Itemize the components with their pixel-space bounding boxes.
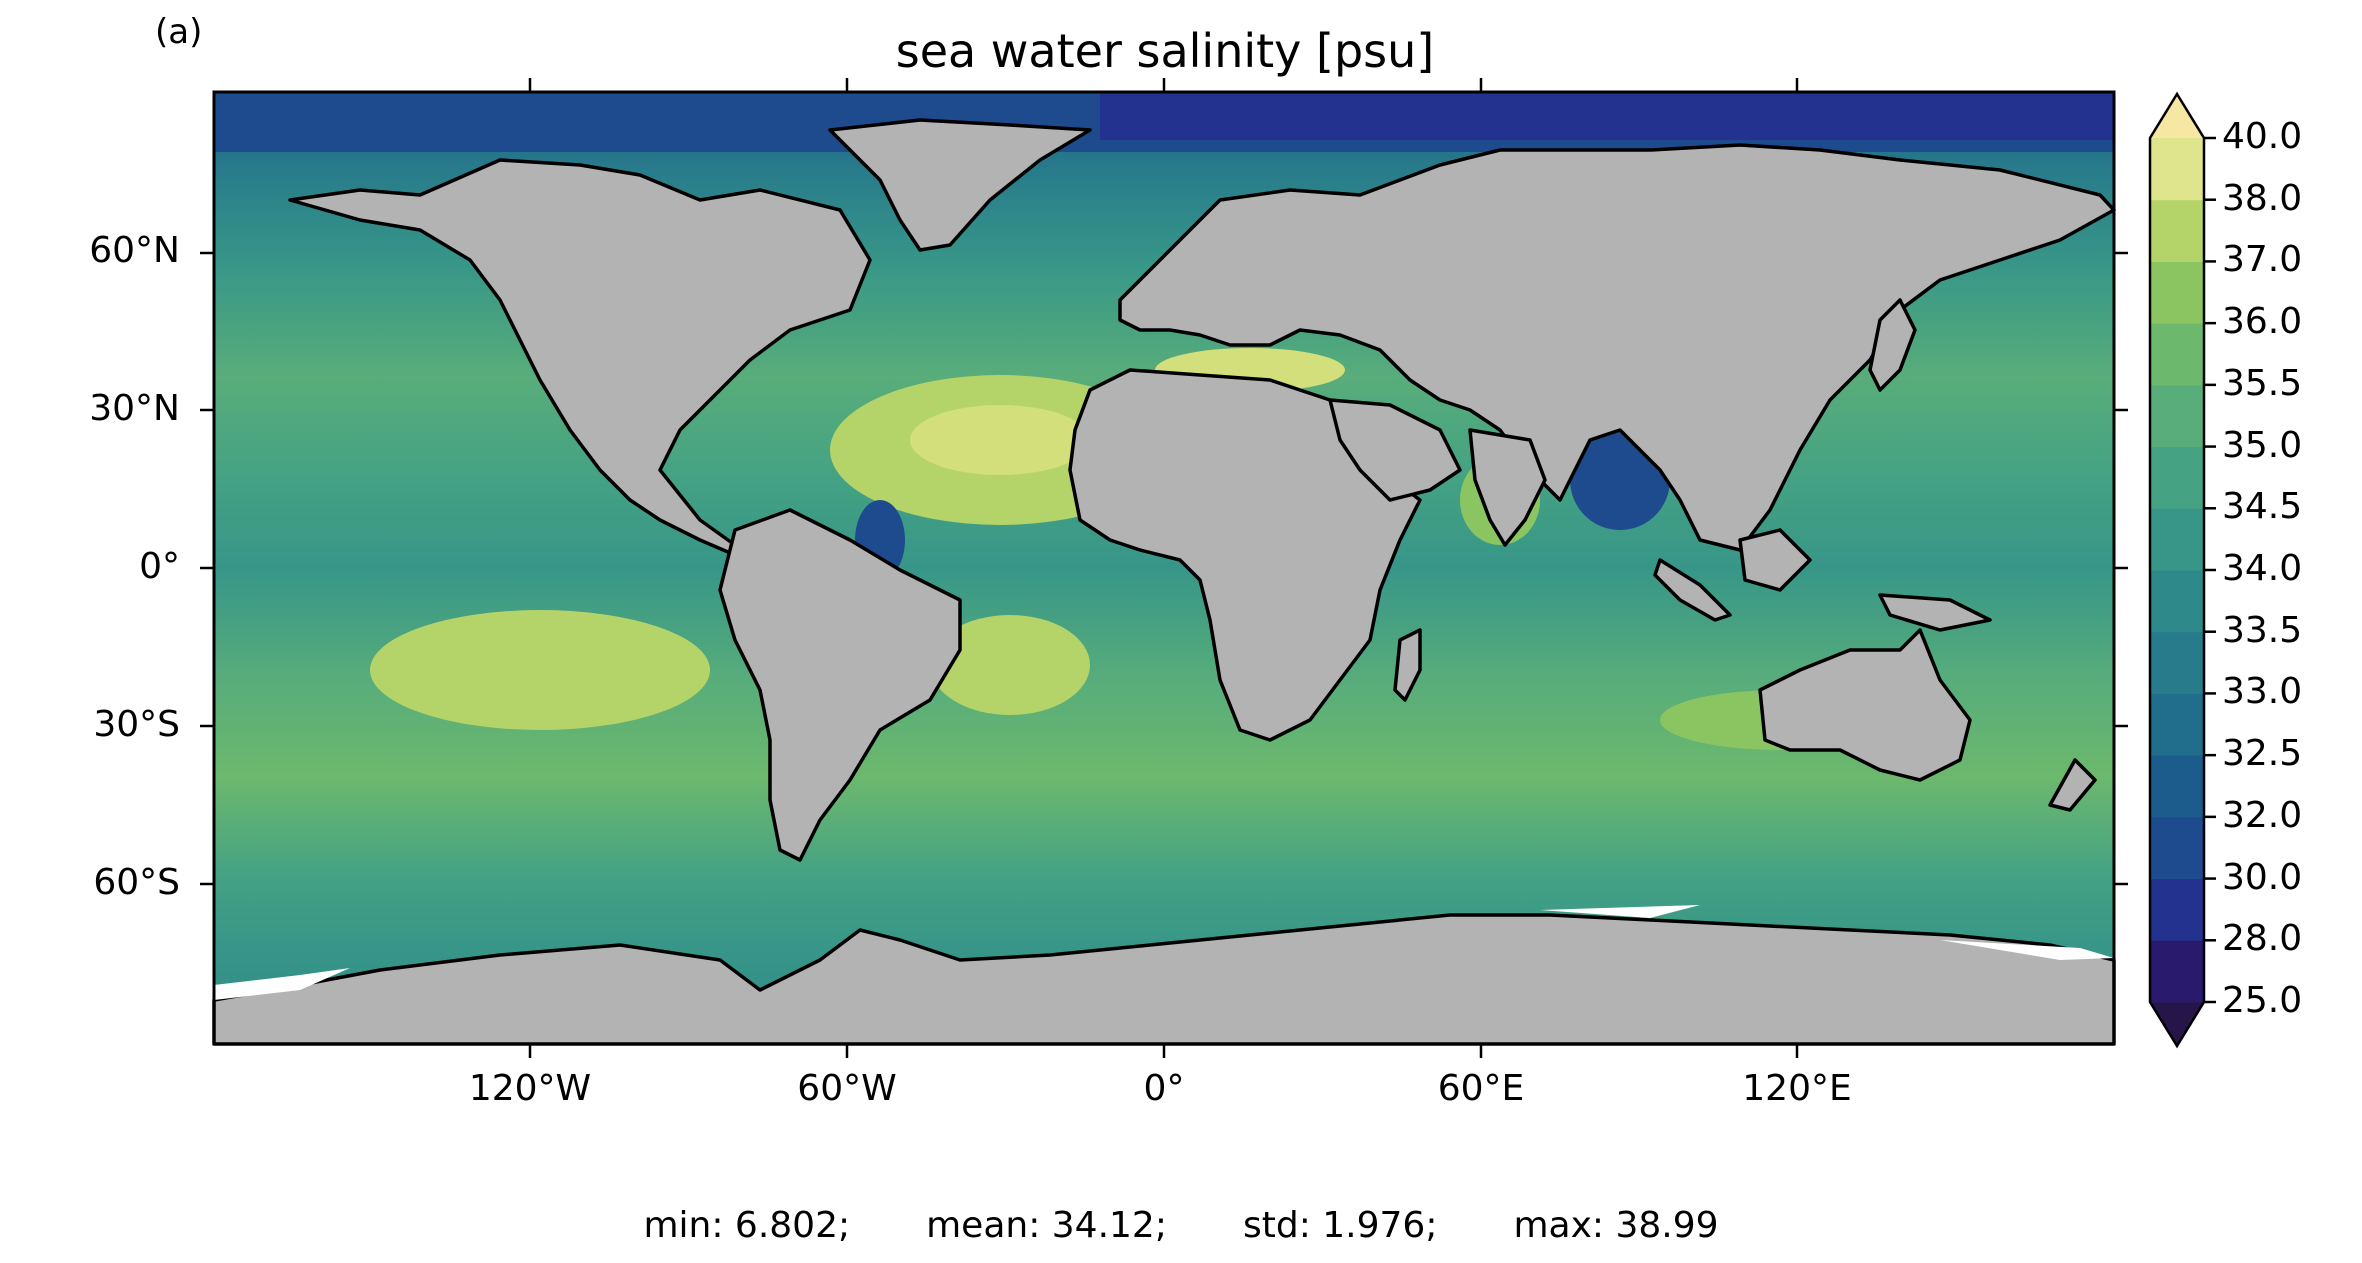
colorbar-extend-low <box>2150 1002 2204 1046</box>
stat-mean: mean: 34.12; <box>926 1205 1167 1246</box>
colorbar-tick-label: 33.5 <box>2222 609 2303 651</box>
colorbar-tick-label: 37.0 <box>2222 239 2303 281</box>
lat-label-30n: 30°N <box>89 388 180 429</box>
colorbar-band <box>2150 940 2204 1003</box>
axis-ticks <box>200 78 2128 1058</box>
land <box>212 118 2116 1046</box>
colorbar-extend-high <box>2150 94 2204 138</box>
colorbar-band <box>2150 446 2204 509</box>
lon-label-0: 0° <box>1143 1068 1185 1109</box>
colorbar-tick-label: 40.0 <box>2222 116 2303 157</box>
land-arabia <box>1328 398 1462 502</box>
stat-max: max: 38.99 <box>1513 1205 1719 1246</box>
colorbar-band <box>2150 384 2204 448</box>
land-japan <box>1868 298 1917 392</box>
map-title: sea water salinity [psu] <box>0 24 2362 78</box>
map-title-text: sea water salinity [psu] <box>895 24 1435 78</box>
colorbar-band <box>2150 755 2204 818</box>
land-new-guinea <box>1878 593 1992 632</box>
land-borneo <box>1738 528 1812 592</box>
colorbar-tick-label: 28.0 <box>2222 918 2303 960</box>
colorbar-tick-label: 35.5 <box>2222 362 2303 404</box>
lon-label-60w: 60°W <box>797 1068 897 1109</box>
colorbar-tick-label: 32.5 <box>2222 733 2303 775</box>
land-africa <box>1068 368 1422 742</box>
lat-label-60s: 60°S <box>93 862 180 903</box>
colorbar-band <box>2150 878 2204 941</box>
land-south-america <box>718 508 962 862</box>
land-sumatra <box>1653 558 1732 622</box>
colorbar-band <box>2150 138 2204 201</box>
colorbar-band <box>2150 570 2204 633</box>
colorbar-tick-label: 25.0 <box>2222 980 2303 1021</box>
land-new-zealand <box>2048 758 2097 812</box>
colorbar-tick-label: 36.0 <box>2222 301 2303 343</box>
lat-label-30s: 30°S <box>93 704 180 745</box>
colorbar-band <box>2150 261 2204 324</box>
colorbar-tick-label: 38.0 <box>2222 177 2303 219</box>
stats-line: min: 6.802; mean: 34.12; std: 1.976; max: 3… <box>0 1205 2362 1246</box>
colorbar-band <box>2150 323 2204 386</box>
missing-data <box>214 905 2114 1000</box>
colorbar-band <box>2150 816 2204 880</box>
colorbar-band <box>2150 199 2204 262</box>
colorbar-tick-label: 35.0 <box>2222 424 2303 466</box>
lon-label-120e: 120°E <box>1742 1068 1852 1109</box>
colorbar-tick-label: 34.5 <box>2222 486 2303 528</box>
colorbar-band <box>2150 693 2204 756</box>
colorbar-band <box>2150 631 2204 694</box>
land-greenland <box>828 118 1092 252</box>
land-india <box>1468 428 1547 547</box>
colorbar-tick-label: 32.0 <box>2222 794 2303 836</box>
land-australia <box>1758 628 1972 782</box>
colorbar-tick-label: 34.0 <box>2222 548 2303 589</box>
colorbar-tick-label: 33.0 <box>2222 671 2303 713</box>
panel-label: (a) <box>155 12 203 52</box>
lat-label-0: 0° <box>139 546 180 587</box>
land-antarctica <box>212 913 2116 1046</box>
lat-label-60n: 60°N <box>89 230 180 271</box>
colorbar-tick-label: 30.0 <box>2222 856 2303 898</box>
land-eurasia <box>1118 143 2116 552</box>
colorbar <box>2148 91 2216 1049</box>
stat-min: min: 6.802; <box>643 1205 851 1246</box>
colorbar-band <box>2150 508 2204 571</box>
lon-label-120w: 120°W <box>468 1068 592 1109</box>
lon-label-60e: 60°E <box>1437 1068 1525 1109</box>
land-north-america <box>288 158 872 572</box>
stat-std: std: 1.976; <box>1242 1205 1438 1246</box>
land-madagascar <box>1393 628 1422 702</box>
